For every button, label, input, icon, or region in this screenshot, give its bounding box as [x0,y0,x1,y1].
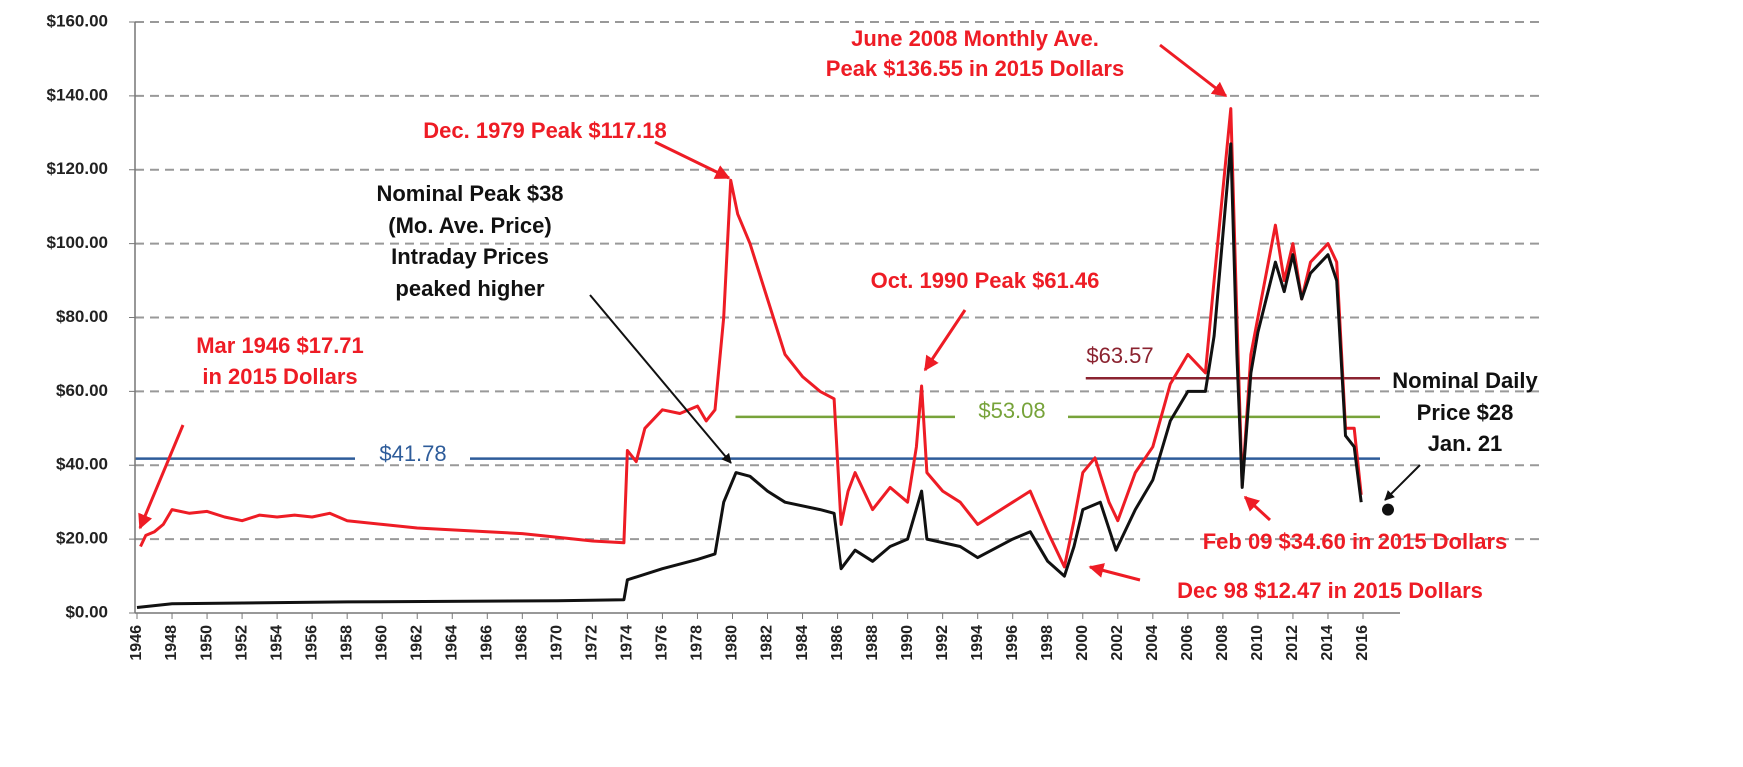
x-tick-label: 2006 [1179,625,1196,661]
annotation-arrow [589,294,732,464]
annotation-arrow [1384,464,1421,501]
grid: $0.00 $20.00 $40.00 $60.00 $80.00 $100.00 $120… [47,11,1540,661]
annotation-arrow [1088,563,1141,582]
y-tick-label: $140.00 [47,85,108,104]
x-tick-label: 1956 [303,625,320,661]
annotation-arrow [1243,495,1272,522]
x-tick-label: 1986 [829,625,846,661]
annotation-arrow [923,309,967,372]
x-tick-label: 1990 [899,625,916,661]
annotation-text: Nominal Daily [1392,368,1538,393]
x-tick-label: 2012 [1284,625,1301,661]
x-tick-label: 1980 [724,625,741,661]
y-tick-label: $60.00 [56,381,108,400]
annotation-text: Dec. 1979 Peak $117.18 [423,118,666,143]
plot: $41.78 $53.08 $63.57 [135,107,1394,609]
x-tick-label: 1966 [479,625,496,661]
annotation-arrow [1159,43,1228,98]
annotation-text: peaked higher [395,276,545,301]
annotation-arrow [654,140,731,180]
data-point [1382,503,1394,516]
x-tick-label: 1972 [584,625,601,661]
x-tick-label: 1952 [233,625,250,661]
x-tick-label: 1974 [619,625,636,661]
x-tick-label: 1982 [759,625,776,661]
annotation-text: in 2015 Dollars [202,364,357,389]
annotation-text: Price $28 [1417,400,1514,425]
x-tick-label: 2016 [1354,625,1371,661]
annotation-text: (Mo. Ave. Price) [388,213,551,238]
x-tick-label: 1948 [163,625,180,661]
annotation-text: Nominal Peak $38 [376,181,563,206]
x-tick-label: 2008 [1214,625,1231,661]
reference-label: $53.08 [978,398,1045,423]
x-tick-label: 1978 [689,625,706,661]
x-tick-label: 1962 [408,625,425,661]
annotation-text: Intraday Prices [391,244,549,269]
reference-label: $41.78 [379,441,446,466]
annotation-text: Mar 1946 $17.71 [196,333,364,358]
x-tick-label: 1950 [198,625,215,661]
y-tick-label: $160.00 [47,11,108,30]
x-tick-label: 2014 [1319,625,1336,661]
x-tick-label: 1946 [128,625,145,661]
y-tick-label: $120.00 [47,159,108,178]
y-tick-label: $40.00 [56,455,108,474]
series-line [136,142,1363,609]
x-tick-label: 1970 [549,625,566,661]
x-tick-label: 2010 [1249,625,1266,661]
x-tick-label: 1996 [1004,625,1021,661]
annotation-text: Oct. 1990 Peak $61.46 [871,268,1100,293]
x-tick-label: 1960 [373,625,390,661]
x-tick-label: 1954 [268,625,285,661]
reference-label: $63.57 [1086,343,1153,368]
x-tick-label: 1992 [934,625,951,661]
annotation-text: Dec 98 $12.47 in 2015 Dollars [1177,578,1483,603]
x-tick-label: 2000 [1074,625,1091,661]
annotation-text: June 2008 Monthly Ave. [851,26,1099,51]
x-tick-label: 1998 [1039,625,1056,661]
y-tick-label: $80.00 [56,307,108,326]
y-tick-label: $20.00 [56,529,108,548]
y-tick-label: $0.00 [65,602,108,621]
annotation-text: Jan. 21 [1428,431,1503,456]
annotation-text: Feb 09 $34.60 in 2015 Dollars [1203,529,1508,554]
x-tick-label: 1976 [654,625,671,661]
x-tick-label: 1964 [443,625,460,661]
annotations: June 2008 Monthly Ave. Peak $136.55 in 20… [138,26,1539,603]
x-tick-label: 1994 [969,625,986,661]
x-tick-label: 1988 [864,625,881,661]
y-tick-label: $100.00 [47,233,108,252]
x-tick-label: 2004 [1144,625,1161,661]
annotation-text: Peak $136.55 in 2015 Dollars [826,56,1124,81]
x-tick-label: 2002 [1109,625,1126,661]
annotation-arrow [138,424,185,530]
x-tick-label: 1958 [338,625,355,661]
x-tick-label: 1968 [514,625,531,661]
x-tick-label: 1984 [794,625,811,661]
